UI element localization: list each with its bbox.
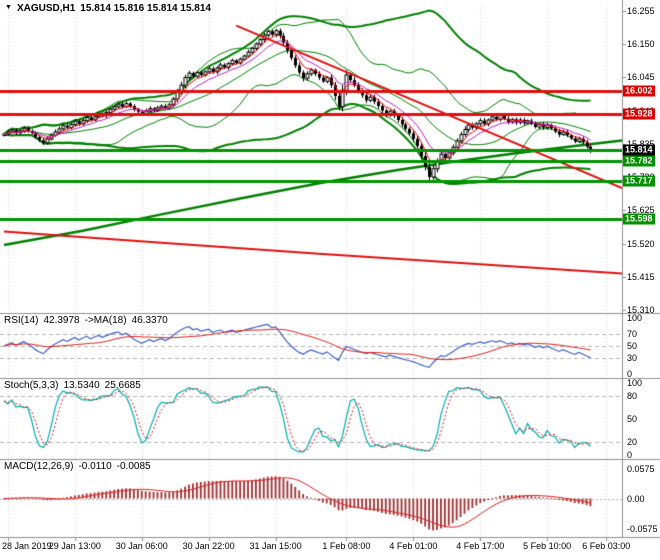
chart-canvas[interactable] <box>0 0 660 560</box>
chart-window: ▼ XAGUSD,H1 15.814 15.816 15.814 15.814 RS… <box>0 0 660 560</box>
